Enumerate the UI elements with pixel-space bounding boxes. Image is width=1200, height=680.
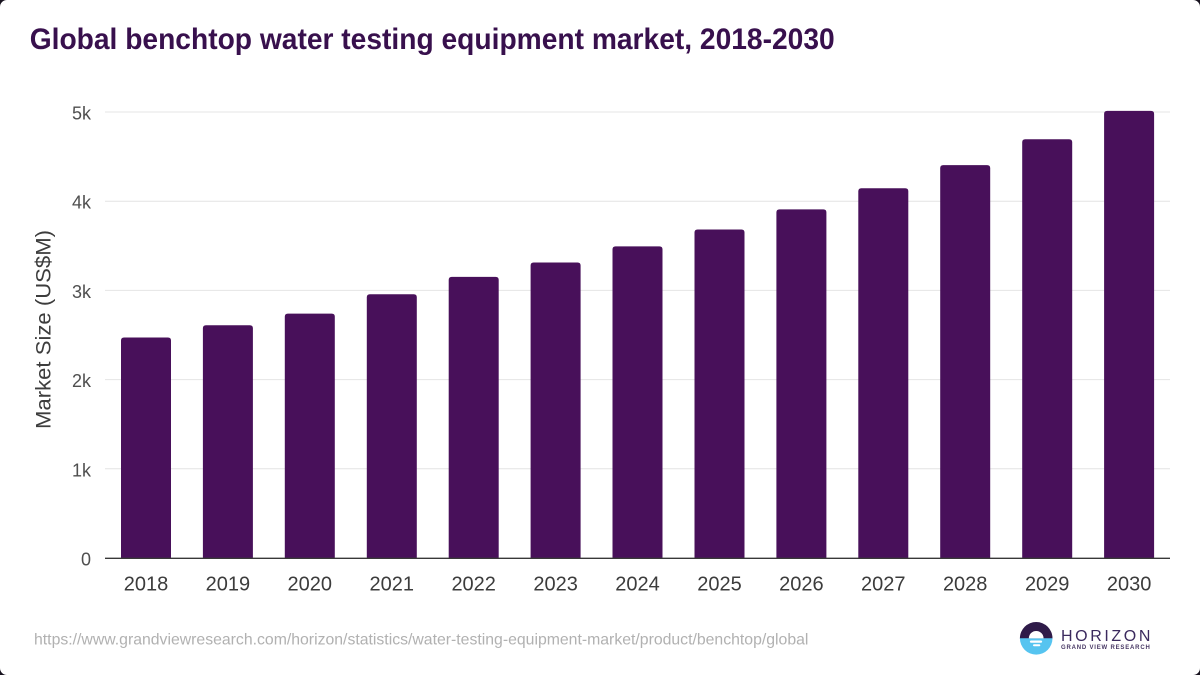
svg-text:4k: 4k: [72, 193, 92, 213]
svg-text:https://www.grandviewresearch.: https://www.grandviewresearch.com/horizo…: [34, 632, 808, 649]
svg-text:2020: 2020: [288, 574, 333, 596]
svg-text:HORIZON: HORIZON: [1061, 628, 1150, 645]
svg-text:2019: 2019: [206, 574, 251, 596]
svg-text:1k: 1k: [72, 460, 92, 480]
svg-text:2025: 2025: [697, 574, 742, 596]
svg-text:2022: 2022: [451, 574, 496, 596]
svg-text:2021: 2021: [370, 574, 415, 596]
svg-text:2028: 2028: [943, 574, 988, 596]
svg-text:2026: 2026: [779, 574, 824, 596]
svg-text:2024: 2024: [615, 574, 660, 596]
svg-text:2029: 2029: [1025, 574, 1070, 596]
svg-text:5k: 5k: [72, 104, 92, 124]
svg-text:Global benchtop water testing: Global benchtop water testing equipment …: [30, 23, 835, 56]
svg-text:2018: 2018: [124, 574, 169, 596]
svg-text:2027: 2027: [861, 574, 906, 596]
svg-text:2030: 2030: [1107, 574, 1152, 596]
svg-text:2023: 2023: [533, 574, 578, 596]
svg-text:Market Size (US$M): Market Size (US$M): [32, 230, 56, 429]
svg-text:3k: 3k: [72, 282, 92, 302]
svg-text:GRAND VIEW RESEARCH: GRAND VIEW RESEARCH: [1061, 645, 1150, 651]
svg-text:0: 0: [81, 550, 91, 570]
svg-text:2k: 2k: [72, 371, 92, 391]
